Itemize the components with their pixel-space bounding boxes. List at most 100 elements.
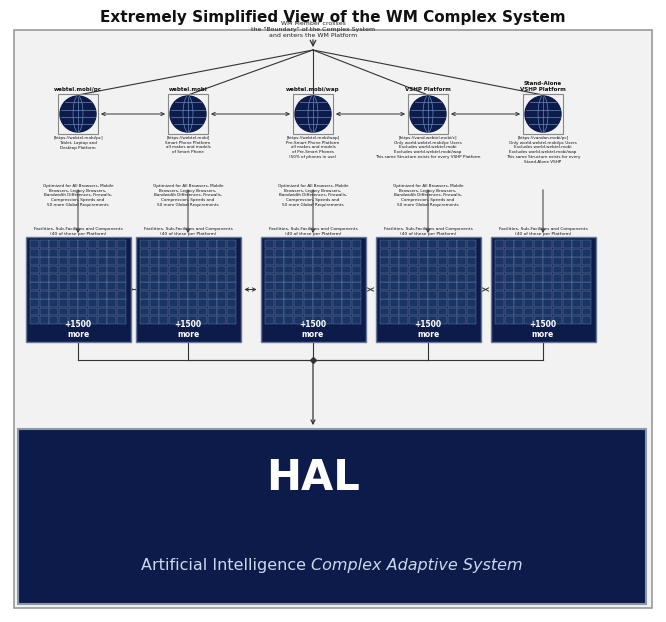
FancyBboxPatch shape <box>79 274 87 282</box>
FancyBboxPatch shape <box>399 308 408 315</box>
FancyBboxPatch shape <box>79 266 87 273</box>
FancyBboxPatch shape <box>467 291 476 299</box>
FancyBboxPatch shape <box>79 258 87 265</box>
FancyBboxPatch shape <box>294 291 303 299</box>
FancyBboxPatch shape <box>563 282 571 290</box>
FancyBboxPatch shape <box>284 249 293 256</box>
FancyBboxPatch shape <box>217 291 226 299</box>
FancyBboxPatch shape <box>438 240 447 248</box>
FancyBboxPatch shape <box>140 299 149 307</box>
FancyBboxPatch shape <box>69 308 78 315</box>
FancyBboxPatch shape <box>30 291 39 299</box>
FancyBboxPatch shape <box>352 291 361 299</box>
FancyBboxPatch shape <box>14 30 652 608</box>
FancyBboxPatch shape <box>98 291 107 299</box>
FancyBboxPatch shape <box>208 282 216 290</box>
FancyBboxPatch shape <box>49 299 58 307</box>
FancyBboxPatch shape <box>69 258 78 265</box>
FancyBboxPatch shape <box>59 249 68 256</box>
FancyBboxPatch shape <box>524 240 533 248</box>
FancyBboxPatch shape <box>98 282 107 290</box>
Circle shape <box>60 96 96 132</box>
FancyBboxPatch shape <box>79 308 87 315</box>
Text: Facilities, Sub-Facilities and Components
(40 of these per Platform): Facilities, Sub-Facilities and Component… <box>144 228 232 236</box>
FancyBboxPatch shape <box>553 274 562 282</box>
FancyBboxPatch shape <box>313 299 322 307</box>
FancyBboxPatch shape <box>304 308 312 315</box>
FancyBboxPatch shape <box>49 266 58 273</box>
FancyBboxPatch shape <box>169 249 178 256</box>
FancyBboxPatch shape <box>524 291 533 299</box>
FancyBboxPatch shape <box>448 249 457 256</box>
FancyBboxPatch shape <box>582 282 591 290</box>
Text: Stand-Alone
VSHP Platform: Stand-Alone VSHP Platform <box>520 81 566 92</box>
FancyBboxPatch shape <box>438 308 447 315</box>
Text: Complex Adaptive System: Complex Adaptive System <box>311 558 523 573</box>
FancyBboxPatch shape <box>59 282 68 290</box>
FancyBboxPatch shape <box>69 266 78 273</box>
Text: [https://webtel.mobi]
Smart Phone Platform
all makes and models
of Smart Phone: [https://webtel.mobi] Smart Phone Platfo… <box>165 136 210 154</box>
FancyBboxPatch shape <box>467 274 476 282</box>
FancyBboxPatch shape <box>490 237 595 342</box>
FancyBboxPatch shape <box>458 249 466 256</box>
FancyBboxPatch shape <box>524 258 533 265</box>
FancyBboxPatch shape <box>313 274 322 282</box>
FancyBboxPatch shape <box>342 282 352 290</box>
Text: Extremely Simplified View of the WM Complex System: Extremely Simplified View of the WM Comp… <box>100 10 566 25</box>
FancyBboxPatch shape <box>533 266 543 273</box>
FancyBboxPatch shape <box>265 316 274 323</box>
FancyBboxPatch shape <box>39 282 49 290</box>
FancyBboxPatch shape <box>178 266 188 273</box>
FancyBboxPatch shape <box>543 308 552 315</box>
FancyBboxPatch shape <box>458 240 466 248</box>
FancyBboxPatch shape <box>188 258 197 265</box>
FancyBboxPatch shape <box>49 274 58 282</box>
Circle shape <box>170 96 206 132</box>
Text: webtel.mobi/pc: webtel.mobi/pc <box>54 87 102 92</box>
FancyBboxPatch shape <box>107 299 117 307</box>
FancyBboxPatch shape <box>505 299 513 307</box>
FancyBboxPatch shape <box>533 282 543 290</box>
Text: +1500
more: +1500 more <box>65 320 91 339</box>
FancyBboxPatch shape <box>39 299 49 307</box>
FancyBboxPatch shape <box>274 266 284 273</box>
FancyBboxPatch shape <box>49 249 58 256</box>
FancyBboxPatch shape <box>88 299 97 307</box>
FancyBboxPatch shape <box>333 282 342 290</box>
FancyBboxPatch shape <box>514 299 523 307</box>
FancyBboxPatch shape <box>409 291 418 299</box>
FancyBboxPatch shape <box>30 240 39 248</box>
FancyBboxPatch shape <box>304 249 312 256</box>
FancyBboxPatch shape <box>313 291 322 299</box>
FancyBboxPatch shape <box>79 316 87 323</box>
FancyBboxPatch shape <box>352 249 361 256</box>
FancyBboxPatch shape <box>342 291 352 299</box>
FancyBboxPatch shape <box>208 240 216 248</box>
FancyBboxPatch shape <box>49 258 58 265</box>
FancyBboxPatch shape <box>227 291 236 299</box>
FancyBboxPatch shape <box>419 266 428 273</box>
FancyBboxPatch shape <box>169 316 178 323</box>
FancyBboxPatch shape <box>265 308 274 315</box>
FancyBboxPatch shape <box>88 249 97 256</box>
FancyBboxPatch shape <box>467 240 476 248</box>
FancyBboxPatch shape <box>428 274 438 282</box>
FancyBboxPatch shape <box>304 291 312 299</box>
FancyBboxPatch shape <box>505 266 513 273</box>
FancyBboxPatch shape <box>390 258 398 265</box>
Text: webtel.mobi/wap: webtel.mobi/wap <box>286 87 340 92</box>
FancyBboxPatch shape <box>88 266 97 273</box>
FancyBboxPatch shape <box>107 316 117 323</box>
FancyBboxPatch shape <box>572 299 581 307</box>
FancyBboxPatch shape <box>217 316 226 323</box>
FancyBboxPatch shape <box>553 316 562 323</box>
FancyBboxPatch shape <box>274 291 284 299</box>
FancyBboxPatch shape <box>563 291 571 299</box>
FancyBboxPatch shape <box>553 299 562 307</box>
FancyBboxPatch shape <box>59 258 68 265</box>
FancyBboxPatch shape <box>572 258 581 265</box>
FancyBboxPatch shape <box>140 316 149 323</box>
FancyBboxPatch shape <box>274 308 284 315</box>
FancyBboxPatch shape <box>333 274 342 282</box>
FancyBboxPatch shape <box>543 266 552 273</box>
